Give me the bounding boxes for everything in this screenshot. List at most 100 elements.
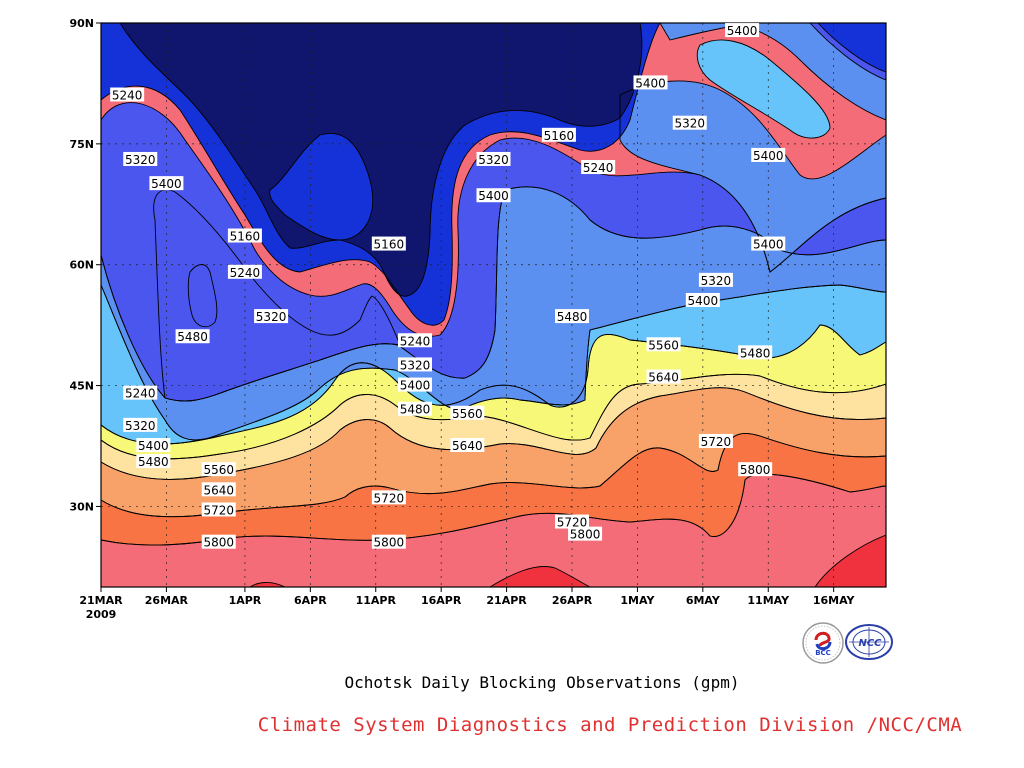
contour-label: 5320 (398, 357, 432, 372)
contour-label: 5320 (672, 115, 707, 131)
contour-label-text: 5720 (557, 516, 588, 530)
contour-label-bg (476, 188, 511, 203)
contour-label-text: 5320 (400, 358, 431, 372)
contour-label-text: 5400 (138, 439, 169, 453)
contour-label: 5400 (149, 176, 184, 191)
contour-label-bg (227, 264, 262, 279)
contour-label-bg (633, 75, 668, 90)
contour-label-text: 5800 (570, 528, 601, 542)
contour-label-bg (555, 309, 589, 324)
bcc-logo: BCC (802, 622, 844, 664)
contour-label-text: 5720 (701, 435, 732, 449)
contour-label-text: 5480 (177, 330, 208, 344)
contour-label: 5400 (725, 23, 760, 38)
contour-label-bg (123, 417, 158, 432)
contour-label-text: 5240 (230, 266, 261, 280)
contour-label-bg (201, 502, 236, 517)
contour-label-bg (398, 401, 432, 416)
contour-label-text: 5240 (125, 387, 156, 401)
x-tick-label: 6MAY (686, 594, 721, 607)
y-tick-label: 30N (69, 500, 94, 513)
contour-label-text: 5480 (138, 455, 169, 469)
contour-label-text: 5480 (400, 403, 431, 417)
contour-label-bg (371, 490, 406, 505)
contour-label-bg (738, 462, 773, 477)
x-tick-label: 16MAY (813, 594, 856, 607)
contour-labels: 5240 5320 5400 5160 5240 5320 5480 5160 5240 5320… (110, 23, 786, 550)
contour-lines (101, 23, 886, 587)
contour-line (696, 39, 831, 139)
contour-label: 5800 (371, 534, 406, 550)
band-below-5160 (120, 23, 642, 297)
x-tick-label: 26APR (552, 594, 593, 607)
contour-label: 5240 (110, 87, 145, 103)
contour-label-bg (398, 357, 432, 372)
contour-label-text: 5320 (125, 419, 156, 433)
x-tick-label: 16APR (421, 594, 462, 607)
contour-label-text: 5240 (583, 161, 614, 175)
plot-frame (100, 22, 887, 588)
contour-label-text: 5240 (112, 89, 143, 103)
contour-label-bg (371, 236, 406, 251)
contour-line (101, 23, 661, 326)
contour-label: 5320 (254, 309, 289, 324)
contour-label: 5720 (698, 433, 733, 449)
contour-label: 5320 (476, 151, 511, 167)
band-5160-northeast (818, 23, 886, 72)
contour-label-bg (646, 337, 681, 352)
contour-label-text: 5160 (374, 238, 405, 252)
contour-label-bg (450, 438, 485, 452)
contour-label: 5720 (555, 514, 589, 530)
contour-label-bg (149, 176, 184, 191)
x-tick-label: 26MAR (145, 594, 189, 607)
contour-label-text: 5720 (374, 491, 405, 505)
credit-line: Climate System Diagnostics and Predictio… (257, 714, 963, 736)
contour-label-bg (541, 127, 576, 142)
contour-label-text: 5320 (674, 117, 705, 131)
contour-label-text: 5400 (635, 76, 666, 90)
band-5240-5320 (101, 102, 886, 402)
contour-label-bg (738, 345, 773, 360)
contour-label: 5160 (227, 228, 262, 244)
contour-label-bg (751, 147, 786, 162)
contour-label-text: 5400 (478, 189, 509, 203)
contour-label-text: 5160 (230, 230, 261, 244)
contour-label-text: 5560 (452, 407, 483, 421)
contour-label-bg (227, 228, 262, 243)
contour-label: 5640 (201, 482, 236, 497)
band-5640-5720 (101, 387, 886, 517)
contour-label: 5640 (646, 369, 681, 385)
contour-label-text: 5480 (740, 346, 771, 360)
contour-label-bg (201, 462, 236, 477)
band-5320-upper-right (660, 23, 886, 120)
bcc-logo-text: BCC (815, 649, 831, 657)
chart-title: Ochotsk Daily Blocking Observations (gpm… (344, 673, 740, 692)
contour-label: 5480 (175, 329, 210, 344)
contour-label-text: 5480 (557, 310, 588, 324)
contour-label: 5400 (398, 377, 432, 393)
contour-label: 5800 (201, 534, 236, 550)
band-5800-5880 (101, 474, 886, 587)
contour-label-text: 5800 (374, 536, 405, 550)
x-tick-label: 11MAY (747, 594, 790, 607)
contour-label: 5240 (123, 385, 158, 401)
contour-label: 5480 (555, 309, 589, 324)
contour-label: 5480 (136, 454, 171, 469)
contour-label-bg (646, 369, 681, 384)
band-5720-5800-orange (101, 433, 886, 546)
contour-label-text: 5640 (648, 371, 679, 385)
contour-label-bg (201, 482, 236, 497)
contour-label: 5240 (581, 160, 616, 175)
y-tick-label: 45N (69, 380, 94, 393)
band-5400-upper-right (697, 40, 830, 139)
contour-label: 5320 (123, 151, 158, 167)
contour-label-text: 5400 (151, 177, 182, 191)
x-tick-year: 2009 (86, 608, 117, 621)
contour-label-text: 5320 (256, 310, 287, 324)
contour-label: 5400 (751, 147, 786, 163)
contour-label: 5560 (646, 337, 681, 352)
band-5320-5400 (101, 186, 886, 440)
contour-label-text: 5320 (125, 153, 156, 167)
contour-label-bg (136, 438, 171, 452)
contour-label-text: 5800 (740, 463, 771, 477)
